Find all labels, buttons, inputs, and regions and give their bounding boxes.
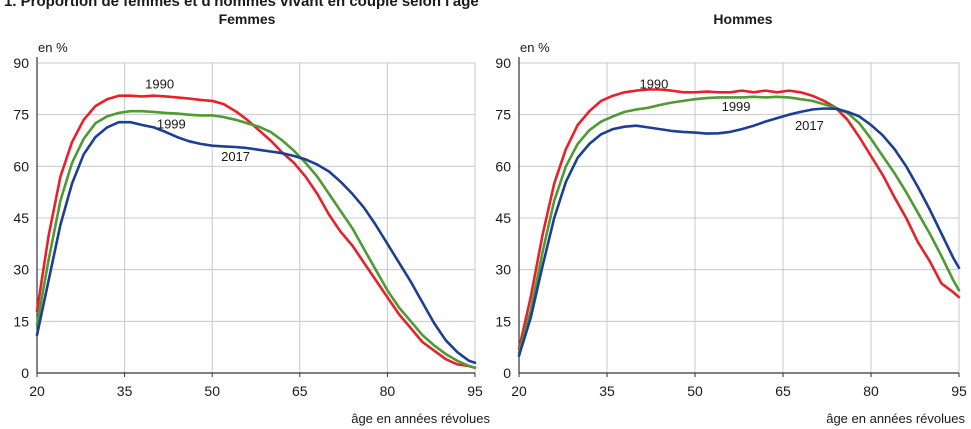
x-tick-label: 50: [204, 383, 220, 399]
panel-title-femmes: Femmes: [218, 11, 276, 27]
x-tick-label: 95: [467, 383, 483, 399]
x-tick-label: 35: [599, 383, 615, 399]
y-tick-label: 45: [495, 210, 511, 226]
y-tick-label: 75: [495, 107, 511, 123]
y-tick-label: 60: [13, 158, 29, 174]
series-label-2017: 2017: [221, 149, 250, 164]
series-line-1990: [517, 88, 961, 351]
series-label-1990: 1990: [639, 77, 668, 92]
series-label-1999: 1999: [722, 99, 751, 114]
x-axis-title: âge en années révolues: [826, 411, 965, 426]
x-tick-label: 95: [951, 383, 967, 399]
series-label-2017: 2017: [795, 118, 824, 133]
series-line-1990: [35, 94, 477, 370]
panel-title-hommes: Hommes: [713, 11, 773, 27]
y-axis-unit-label: en %: [520, 40, 550, 55]
y-tick-label: 30: [13, 262, 29, 278]
x-tick-label: 50: [687, 383, 703, 399]
y-tick-label: 45: [13, 210, 29, 226]
panel-femmes: 0 15 30 45 60 75 90 20 35 50 65 80 95 en % âge en anné…: [13, 40, 490, 426]
y-tick-label: 0: [503, 365, 511, 381]
page-title: 1. Proportion de femmes et d'hommes viva…: [4, 0, 479, 10]
series-label-1990: 1990: [145, 77, 174, 92]
series-line-2017: [517, 107, 961, 358]
x-axis-title: âge en années révolues: [351, 411, 490, 426]
x-tick-label: 80: [380, 383, 396, 399]
y-axis-unit-label: en %: [38, 40, 68, 55]
series-line-1999: [517, 95, 961, 354]
x-tick-label: 35: [117, 383, 133, 399]
x-tick-label: 65: [292, 383, 308, 399]
x-tick-label: 65: [775, 383, 791, 399]
x-tick-label: 80: [863, 383, 879, 399]
y-tick-label: 15: [13, 313, 29, 329]
y-tick-label: 90: [495, 55, 511, 71]
y-tick-label: 75: [13, 107, 29, 123]
series-line-1999: [35, 109, 477, 370]
series-line-2017: [35, 120, 477, 365]
series-label-1999: 1999: [157, 116, 186, 131]
panel-hommes: 0 15 30 45 60 75 90 20 35 50 65 80 95 en % âge en anné…: [495, 40, 967, 426]
y-tick-label: 90: [13, 55, 29, 71]
y-tick-label: 15: [495, 313, 511, 329]
y-tick-label: 60: [495, 158, 511, 174]
y-tick-label: 30: [495, 262, 511, 278]
x-tick-label: 20: [511, 383, 527, 399]
x-tick-label: 20: [29, 383, 45, 399]
y-tick-label: 0: [21, 365, 29, 381]
